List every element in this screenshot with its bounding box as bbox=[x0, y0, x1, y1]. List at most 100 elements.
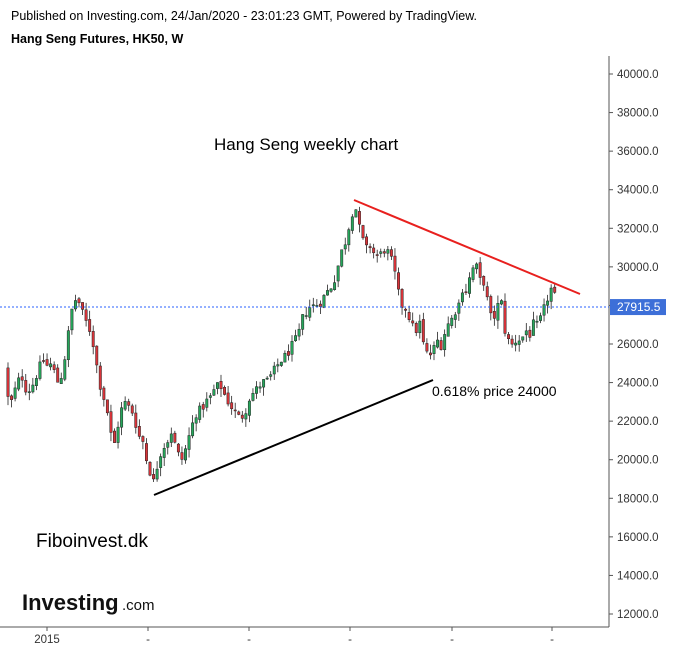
time-tick-label: 2015 bbox=[34, 634, 60, 646]
candle-up bbox=[27, 391, 31, 393]
candle-up bbox=[432, 345, 436, 354]
candle-down bbox=[77, 298, 81, 304]
candle-down bbox=[137, 426, 141, 437]
candle-up bbox=[116, 426, 120, 443]
candle-up bbox=[294, 335, 298, 342]
candle-up bbox=[446, 323, 450, 337]
candle-up bbox=[155, 468, 159, 480]
price-tick-label: 18000.0 bbox=[617, 493, 659, 505]
candle-up bbox=[59, 378, 63, 384]
candle-up bbox=[38, 361, 42, 379]
candle-down bbox=[6, 367, 10, 397]
candle-up bbox=[198, 405, 202, 420]
candle-up bbox=[63, 359, 67, 380]
candle-down bbox=[148, 461, 152, 476]
candle-up bbox=[326, 290, 329, 296]
candle-up bbox=[524, 330, 528, 336]
candle-down bbox=[91, 331, 95, 348]
candle-down bbox=[372, 247, 376, 254]
candle-up bbox=[333, 282, 337, 290]
candle-down bbox=[130, 405, 134, 414]
candle-up bbox=[340, 249, 344, 267]
candle-up bbox=[535, 320, 539, 323]
price-tick-label: 32000.0 bbox=[617, 223, 659, 235]
candle-up bbox=[336, 265, 340, 282]
candle-down bbox=[421, 319, 425, 343]
price-tick-label: 38000.0 bbox=[617, 108, 659, 120]
candle-up bbox=[450, 317, 454, 326]
candle-up bbox=[308, 307, 312, 318]
candle-down bbox=[411, 320, 415, 324]
candle-up bbox=[13, 387, 17, 399]
candle-down bbox=[439, 340, 443, 350]
candle-up bbox=[436, 339, 440, 348]
candle-up bbox=[521, 336, 525, 341]
candle-up bbox=[386, 249, 390, 254]
candle-up bbox=[194, 417, 198, 424]
candle-up bbox=[279, 361, 283, 366]
candle-down bbox=[226, 392, 230, 405]
candle-up bbox=[329, 288, 333, 292]
candle-down bbox=[407, 312, 411, 320]
candle-down bbox=[201, 404, 205, 410]
candle-down bbox=[173, 432, 177, 443]
candle-up bbox=[539, 315, 542, 321]
candle-down bbox=[528, 329, 532, 338]
candle-down bbox=[176, 443, 180, 453]
candle-up bbox=[290, 341, 294, 355]
resistance-trendline[interactable] bbox=[353, 199, 581, 295]
time-tick-label: - bbox=[247, 634, 251, 646]
candle-up bbox=[208, 395, 212, 398]
candle-up bbox=[258, 386, 262, 389]
candle-up bbox=[457, 302, 461, 314]
candle-up bbox=[269, 374, 273, 377]
candle-down bbox=[237, 411, 241, 415]
candle-down bbox=[464, 291, 468, 293]
support-trendline[interactable] bbox=[153, 379, 434, 496]
candle-up bbox=[517, 340, 521, 345]
price-tick-label: 14000.0 bbox=[617, 570, 659, 582]
investing-logo: Investing .com bbox=[22, 590, 155, 615]
candle-down bbox=[141, 436, 145, 442]
candle-up bbox=[496, 303, 500, 321]
candle-down bbox=[503, 300, 507, 334]
candle-down bbox=[361, 225, 365, 239]
candle-up bbox=[191, 422, 195, 437]
candle-up bbox=[272, 365, 276, 375]
candlestick-series bbox=[6, 206, 557, 483]
candle-down bbox=[507, 334, 511, 340]
candle-up bbox=[49, 363, 53, 368]
candle-down bbox=[489, 296, 493, 314]
price-tick-label: 36000.0 bbox=[617, 146, 659, 158]
candle-down bbox=[400, 289, 404, 308]
candle-up bbox=[343, 244, 347, 250]
price-tick-label: 22000.0 bbox=[617, 416, 659, 428]
candle-up bbox=[315, 305, 319, 307]
candle-up bbox=[350, 216, 354, 231]
candle-down bbox=[358, 211, 361, 225]
candle-up bbox=[251, 392, 255, 401]
candle-up bbox=[468, 277, 471, 294]
candle-down bbox=[45, 359, 49, 366]
candle-down bbox=[389, 249, 393, 257]
candle-down bbox=[42, 360, 45, 362]
svg-text:Investing: Investing bbox=[22, 590, 119, 615]
candle-up bbox=[283, 352, 287, 363]
fib-annotation: 0.618% price 24000 bbox=[432, 383, 557, 399]
candle-down bbox=[95, 345, 99, 366]
candle-down bbox=[553, 286, 557, 293]
candle-down bbox=[318, 303, 322, 307]
candle-up bbox=[169, 433, 173, 443]
candle-down bbox=[414, 323, 418, 333]
candle-down bbox=[393, 255, 397, 272]
price-tick-label: 16000.0 bbox=[617, 532, 659, 544]
price-tick-label: 12000.0 bbox=[617, 609, 659, 621]
candle-up bbox=[297, 328, 301, 337]
candle-up bbox=[301, 314, 305, 330]
svg-text:.com: .com bbox=[122, 597, 155, 614]
candle-down bbox=[287, 351, 290, 356]
price-tick-label: 34000.0 bbox=[617, 185, 659, 197]
time-tick-label: - bbox=[146, 634, 150, 646]
instrument-title: Hang Seng Futures, HK50, W bbox=[11, 32, 184, 46]
